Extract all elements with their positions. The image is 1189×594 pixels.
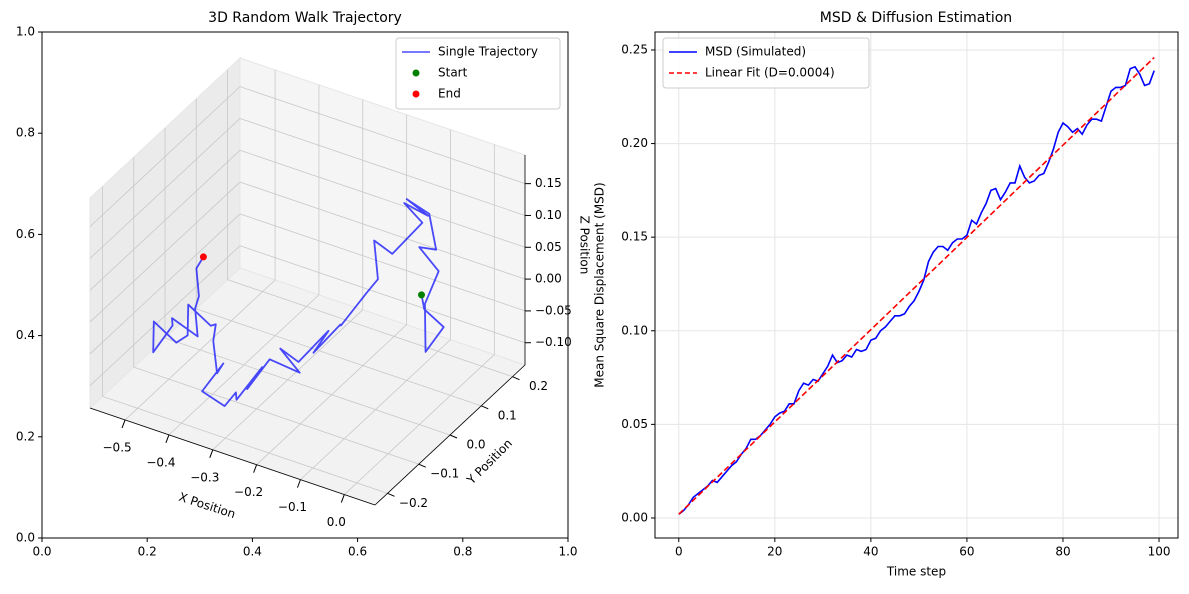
series-line bbox=[678, 56, 1155, 515]
grid-line bbox=[89, 86, 241, 227]
x-tick bbox=[165, 434, 170, 444]
axes-frame bbox=[41, 31, 569, 539]
x-tick bbox=[340, 494, 345, 503]
y-tick-label: 0.8 bbox=[16, 126, 35, 140]
y-tick-label: 0.20 bbox=[621, 136, 648, 150]
x-tick-label: 80 bbox=[1055, 545, 1070, 559]
grid-line bbox=[89, 213, 241, 355]
x-tick-label: 0.8 bbox=[453, 545, 472, 559]
grid-line bbox=[164, 337, 451, 436]
y-tick-label: −0.1 bbox=[430, 467, 459, 481]
y-tick-label: 1.0 bbox=[16, 25, 35, 39]
z-tick-label: −0.10 bbox=[535, 335, 572, 349]
x-axis-label: Time step bbox=[886, 565, 946, 579]
x-tick-label: 0.0 bbox=[327, 515, 346, 529]
y-tick bbox=[387, 492, 395, 497]
x-tick-label: −0.5 bbox=[103, 440, 132, 454]
grid-line bbox=[89, 245, 241, 387]
z-tick-label: 0.00 bbox=[535, 272, 562, 286]
y-tick-label: 0.15 bbox=[621, 230, 648, 244]
grid-line bbox=[239, 181, 526, 280]
grid-line bbox=[89, 149, 241, 291]
y-tick-label: 0.0 bbox=[466, 438, 485, 452]
grid-line bbox=[239, 245, 526, 344]
legend-label: Linear Fit (D=0.0004) bbox=[705, 66, 835, 80]
y-tick-label: 0.00 bbox=[621, 510, 648, 524]
y-tick-label: 0.05 bbox=[621, 417, 648, 431]
grid-line bbox=[239, 149, 526, 248]
x-tick-label: 0.2 bbox=[138, 545, 157, 559]
y-tick-label: 0.6 bbox=[16, 227, 35, 241]
x-tick-label: −0.1 bbox=[278, 500, 307, 514]
x-tick-label: 40 bbox=[863, 545, 878, 559]
x-tick-label: 0.4 bbox=[243, 545, 262, 559]
x-tick-label: 100 bbox=[1148, 545, 1171, 559]
x-tick-label: 60 bbox=[959, 545, 974, 559]
x-tick-label: 20 bbox=[767, 545, 782, 559]
axes-frame bbox=[654, 31, 1179, 539]
x-axis bbox=[89, 407, 376, 506]
legend-box bbox=[662, 37, 870, 89]
x-tick bbox=[296, 479, 301, 488]
x-tick-label: −0.4 bbox=[146, 455, 175, 469]
z-axis-label: Z Position bbox=[578, 216, 592, 275]
z-tick-label: 0.15 bbox=[535, 176, 562, 190]
chart-title: 3D Random Walk Trajectory bbox=[208, 10, 402, 26]
grid-line bbox=[102, 395, 388, 494]
legend-box bbox=[395, 37, 561, 110]
z-tick-label: −0.05 bbox=[535, 303, 572, 317]
legend-label: Single Trajectory bbox=[438, 45, 538, 59]
x-tick bbox=[209, 449, 214, 458]
legend-marker bbox=[412, 90, 420, 98]
grid-line bbox=[227, 279, 513, 378]
legend-label: Start bbox=[438, 66, 468, 80]
chart-title: MSD & Diffusion Estimation bbox=[820, 10, 1012, 26]
y-tick bbox=[481, 405, 489, 410]
z-tick-label: 0.05 bbox=[535, 240, 562, 254]
grid-line bbox=[133, 366, 419, 465]
grid-line bbox=[239, 118, 526, 216]
y-axis bbox=[374, 364, 526, 506]
y-tick-label: 0.4 bbox=[16, 328, 35, 342]
grid-line bbox=[239, 213, 526, 312]
grid-line bbox=[89, 118, 241, 259]
y-tick-label: 0.2 bbox=[16, 429, 35, 443]
x-tick-label: 0 bbox=[675, 545, 683, 559]
y-tick-label: 0.2 bbox=[529, 379, 548, 393]
grid-line bbox=[196, 308, 482, 407]
y-tick-label: 0.25 bbox=[621, 42, 648, 56]
y-tick-label: −0.2 bbox=[399, 496, 428, 510]
x-tick bbox=[121, 419, 126, 429]
point bbox=[418, 291, 425, 299]
y-tick bbox=[449, 434, 458, 439]
y-tick bbox=[418, 463, 426, 468]
y-tick-label: 0.0 bbox=[16, 531, 35, 545]
x-tick-label: 0.6 bbox=[348, 545, 367, 559]
grid-line bbox=[89, 181, 241, 323]
legend-marker bbox=[412, 69, 420, 77]
point bbox=[199, 253, 207, 261]
trajectory-line bbox=[152, 198, 445, 407]
x-tick bbox=[253, 464, 258, 473]
y-tick bbox=[512, 376, 520, 381]
x-tick-label: −0.2 bbox=[234, 485, 263, 499]
legend-label: End bbox=[438, 87, 461, 101]
grid-line bbox=[239, 86, 526, 185]
z-tick-label: 0.10 bbox=[535, 208, 562, 222]
x-tick-label: 0.0 bbox=[32, 545, 51, 559]
legend-label: MSD (Simulated) bbox=[705, 45, 806, 59]
y-tick-label: 0.1 bbox=[498, 408, 517, 422]
x-tick-label: −0.3 bbox=[190, 470, 219, 484]
y-axis-label: Mean Square Displacement (MSD) bbox=[593, 182, 607, 387]
x-tick-label: 1.0 bbox=[558, 545, 577, 559]
y-tick-label: 0.10 bbox=[621, 323, 648, 337]
